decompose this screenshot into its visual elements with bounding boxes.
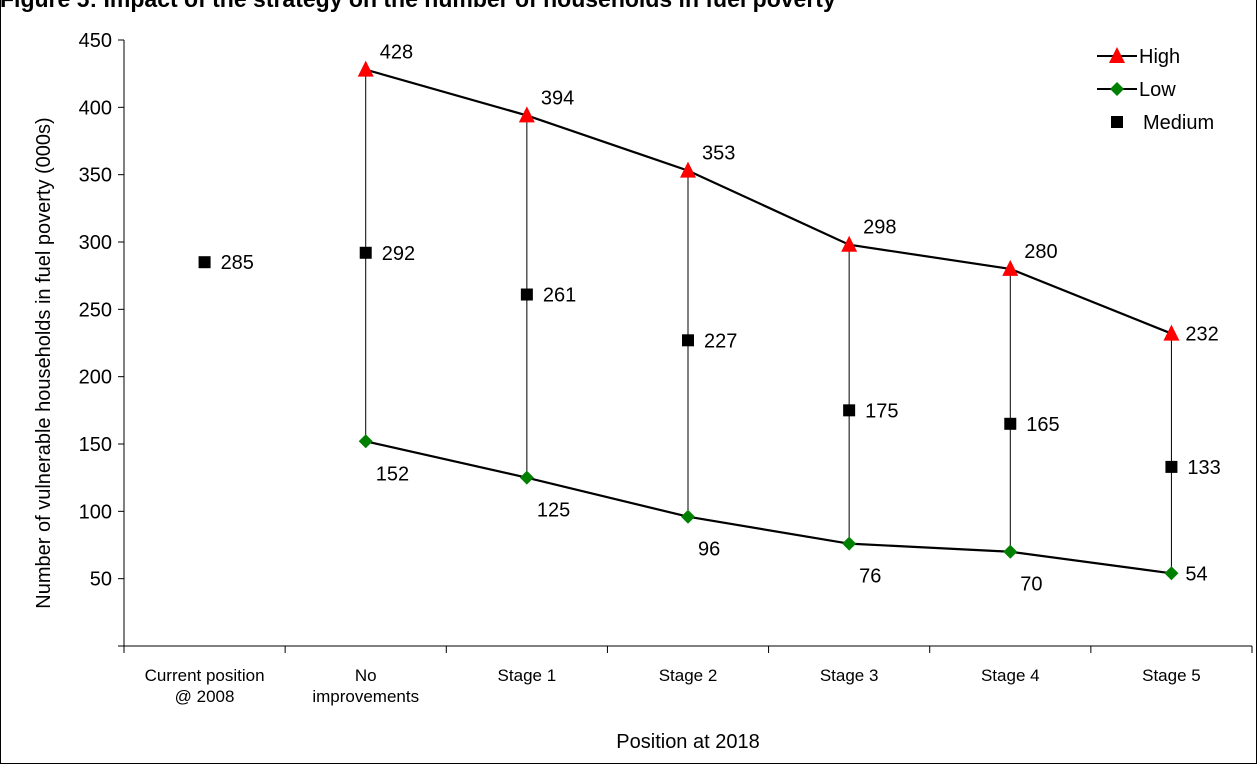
series-line-low xyxy=(365,440,1172,575)
data-point-low xyxy=(1164,566,1179,581)
data-label-low: 96 xyxy=(698,539,720,561)
x-axis-title: Position at 2018 xyxy=(616,731,759,753)
y-tick-label: 350 xyxy=(79,165,112,187)
y-tick-label: 200 xyxy=(79,367,112,389)
data-point-high xyxy=(357,60,374,77)
x-tick-label: Stage 2 xyxy=(659,666,718,685)
data-label-medium: 285 xyxy=(221,252,254,274)
data-label-low: 152 xyxy=(376,463,409,485)
data-label-low: 70 xyxy=(1020,574,1042,596)
data-point-high xyxy=(1002,259,1019,276)
chart-title: Figure 5: Impact of the strategy on the … xyxy=(0,0,836,13)
legend-label-low: Low xyxy=(1139,79,1176,101)
data-label-high: 428 xyxy=(380,42,413,64)
data-point-low xyxy=(681,509,695,524)
legend-marker-medium xyxy=(1111,116,1123,128)
y-tick-label: 100 xyxy=(79,501,112,523)
x-tick-label: Stage 1 xyxy=(498,666,557,685)
data-label-medium: 165 xyxy=(1026,414,1059,436)
x-tick-label: Stage 3 xyxy=(820,666,879,685)
data-point-medium xyxy=(520,288,533,301)
data-point-high xyxy=(680,161,696,178)
data-label-high: 353 xyxy=(702,143,735,165)
legend-label-medium: Medium xyxy=(1143,112,1214,134)
data-point-medium xyxy=(843,404,856,417)
series-line-high xyxy=(365,68,1172,335)
data-label-high: 232 xyxy=(1185,324,1218,346)
data-point-medium xyxy=(1165,460,1178,473)
data-point-low xyxy=(842,536,857,551)
data-label-low: 76 xyxy=(859,566,881,588)
x-tick-label: Stage 5 xyxy=(1142,666,1201,685)
y-tick-label: 400 xyxy=(79,97,112,119)
y-axis-title: Number of vulnerable households in fuel … xyxy=(33,117,55,608)
y-tick-label: 450 xyxy=(79,30,112,52)
data-label-low: 125 xyxy=(537,500,570,522)
legend-marker-high xyxy=(1109,47,1125,63)
data-label-medium: 227 xyxy=(704,330,737,352)
x-tick-label: improvements xyxy=(312,687,419,706)
x-tick-label: Current position xyxy=(145,666,265,685)
data-label-medium: 292 xyxy=(382,243,415,265)
y-tick-label: 50 xyxy=(90,569,112,591)
x-tick-label: @ 2008 xyxy=(175,687,235,706)
data-point-medium xyxy=(198,256,211,269)
legend-marker-low xyxy=(1110,82,1124,96)
y-tick-label: 300 xyxy=(79,232,112,254)
data-point-high xyxy=(1163,324,1180,341)
data-label-medium: 133 xyxy=(1187,457,1220,479)
data-label-high: 280 xyxy=(1024,241,1057,263)
legend-label-high: High xyxy=(1139,46,1180,68)
data-point-medium xyxy=(359,246,372,259)
data-point-medium xyxy=(682,334,694,347)
data-label-low: 54 xyxy=(1185,563,1207,585)
y-tick-label: 150 xyxy=(79,434,112,456)
x-tick-label: Stage 4 xyxy=(981,666,1040,685)
data-label-high: 394 xyxy=(541,87,574,109)
data-label-medium: 175 xyxy=(865,400,898,422)
data-point-medium xyxy=(1004,417,1017,430)
y-tick-label: 250 xyxy=(79,299,112,321)
data-label-medium: 261 xyxy=(543,285,576,307)
data-label-high: 298 xyxy=(863,217,896,239)
data-point-high xyxy=(841,235,858,252)
data-point-high xyxy=(518,106,535,123)
data-point-low xyxy=(519,470,534,485)
x-tick-label: No xyxy=(355,666,377,685)
data-point-low xyxy=(1003,544,1018,559)
data-point-low xyxy=(358,434,373,449)
